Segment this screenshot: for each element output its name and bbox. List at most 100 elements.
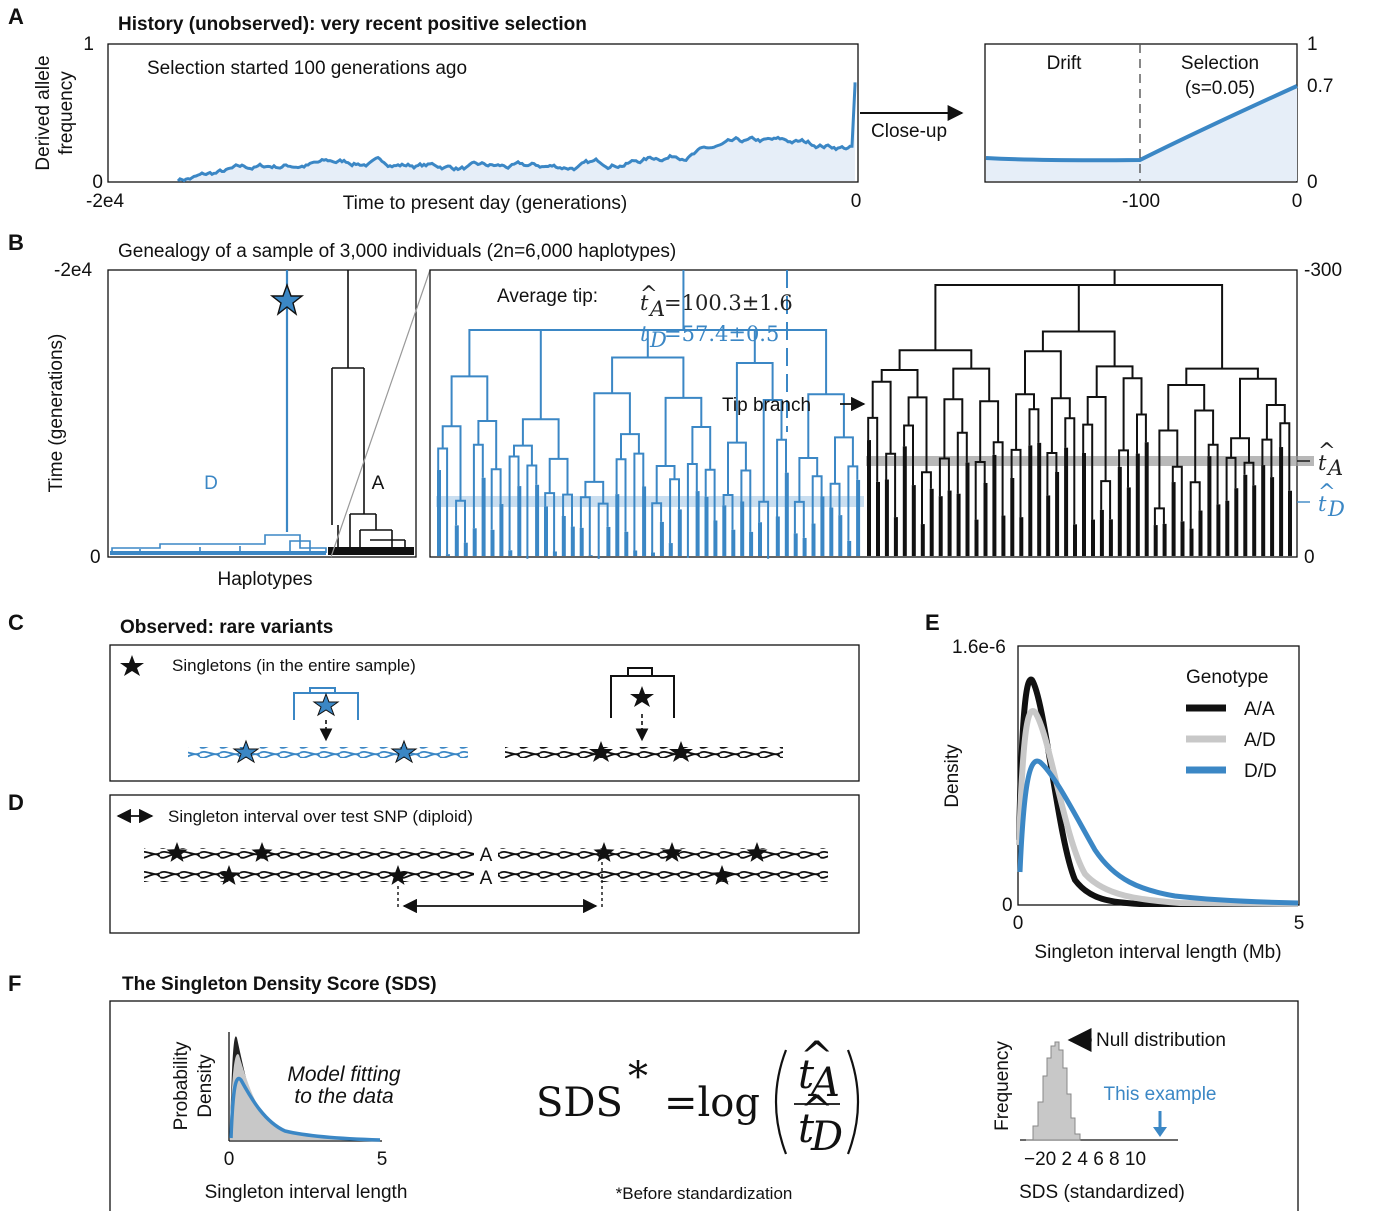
a-clade-tip bbox=[1162, 523, 1167, 556]
singleton-legend-text: Singletons (in the entire sample) bbox=[172, 656, 416, 675]
legend-label-ad: A/D bbox=[1244, 730, 1276, 751]
model-fitting-label-1: Model fitting bbox=[287, 1063, 401, 1086]
panel-a-title: History (unobserved): very recent positi… bbox=[118, 14, 587, 35]
ta-axis-hat: ^ bbox=[1318, 439, 1336, 463]
a-clade-tip bbox=[965, 462, 970, 557]
a-clade-branch bbox=[921, 471, 932, 525]
d-clade-tip bbox=[624, 531, 629, 556]
d-clade-tip bbox=[472, 528, 477, 556]
panel-c-title: Observed: rare variants bbox=[120, 617, 333, 638]
history-x-tick-right: 0 bbox=[851, 191, 862, 212]
d-clade-tip bbox=[695, 491, 700, 556]
d-clade-tip bbox=[749, 531, 754, 556]
d-clade-tip bbox=[490, 529, 495, 557]
d-clade-tips bbox=[110, 551, 326, 555]
d-clade-branch bbox=[669, 478, 680, 544]
chromosome-2-left bbox=[144, 871, 474, 882]
d-clade-tip bbox=[517, 486, 522, 556]
a-clade-branch bbox=[1185, 367, 1259, 385]
d-clade-branch bbox=[793, 500, 805, 538]
d-clade-branch bbox=[450, 375, 489, 427]
a-clade-tip bbox=[1108, 519, 1113, 557]
interval-legend-text: Singleton interval over test SNP (diploi… bbox=[168, 807, 473, 826]
density-y-max: 1.6e-6 bbox=[952, 637, 1006, 658]
standardization-note: *Before standardization bbox=[616, 1184, 793, 1203]
a-clade-tip bbox=[1243, 474, 1248, 557]
history-frequency-line bbox=[176, 82, 857, 183]
panel-f-frame bbox=[109, 1000, 1299, 1211]
a-clade-branch bbox=[979, 400, 1000, 462]
test-snp-allele-2: A bbox=[480, 868, 493, 889]
a-clade-tip bbox=[1091, 519, 1095, 557]
black-mini-tree bbox=[610, 667, 675, 718]
td-symbol: t bbox=[640, 322, 649, 346]
singleton-star-icon bbox=[251, 842, 273, 862]
fraction-denominator-hat: ^ bbox=[800, 1088, 834, 1134]
d-clade-tip bbox=[793, 533, 798, 556]
a-clade-tip bbox=[902, 446, 907, 556]
hist-x-label: SDS (standardized) bbox=[1019, 1182, 1185, 1203]
d-clade-subtree bbox=[111, 534, 327, 553]
singleton-star-icon bbox=[711, 865, 733, 885]
d-clade-tip bbox=[775, 516, 780, 556]
d-clade-tip bbox=[704, 496, 709, 556]
a-clade-branch bbox=[1028, 408, 1040, 446]
history-y-label-line1: Derived allele bbox=[33, 55, 54, 170]
a-clade-tip bbox=[1019, 517, 1024, 556]
a-clade-branch bbox=[1153, 507, 1165, 526]
panel-f-letter: F bbox=[8, 971, 21, 996]
sds-asterisk: * bbox=[628, 1054, 648, 1100]
genealogy-y-label: Time (generations) bbox=[46, 334, 67, 493]
closeup-line bbox=[985, 84, 1298, 163]
singleton-star-icon bbox=[387, 865, 409, 885]
history-area bbox=[178, 82, 855, 181]
panel-e-letter: E bbox=[925, 610, 940, 635]
a-clade-tip bbox=[983, 482, 988, 556]
a-clade-tip bbox=[1270, 477, 1275, 557]
d-clade-branch bbox=[611, 356, 685, 398]
panel-d-letter: D bbox=[8, 790, 24, 815]
singleton-star-icon bbox=[166, 842, 188, 862]
d-clade-tip bbox=[784, 472, 789, 556]
panel-f-title: The Singleton Density Score (SDS) bbox=[122, 974, 437, 995]
ta-subscript: A bbox=[648, 297, 665, 321]
genealogy-frame-right bbox=[429, 269, 1298, 558]
d-clade-branch bbox=[597, 502, 609, 559]
black-chrom-star-left-icon bbox=[589, 741, 613, 762]
a-clade-tip bbox=[1126, 487, 1131, 557]
mini-y-label-1: Probability bbox=[171, 1041, 192, 1130]
fraction-denominator-t: t bbox=[798, 1106, 815, 1152]
blue-chrom-star-left-icon bbox=[232, 739, 260, 764]
density-x-5: 5 bbox=[1294, 913, 1305, 934]
density-curve-dd bbox=[1017, 758, 1299, 906]
a-clade-branch bbox=[1007, 284, 1224, 369]
formula-left-paren bbox=[774, 1049, 788, 1155]
a-clade-tip bbox=[1037, 442, 1042, 556]
d-clade-tip bbox=[633, 550, 638, 557]
d-clade-tip bbox=[437, 470, 441, 557]
singleton-star-icon bbox=[218, 865, 240, 885]
black-chrom-star-right-icon bbox=[669, 741, 693, 762]
a-clade-tip bbox=[920, 524, 925, 556]
d-clade-tip bbox=[856, 479, 861, 557]
ta-hat: ^ bbox=[640, 282, 658, 306]
ta-average-band bbox=[866, 456, 1314, 466]
d-mutation-star-icon bbox=[269, 282, 305, 316]
closeup-label: Close-up bbox=[871, 121, 947, 142]
d-clade-branch bbox=[664, 396, 703, 466]
a-clade-tip bbox=[1234, 488, 1239, 556]
blue-chromosome bbox=[188, 747, 468, 758]
d-clade-branch bbox=[651, 502, 663, 553]
a-clade-branch bbox=[1239, 377, 1277, 439]
d-clade-tip bbox=[615, 494, 620, 557]
history-x-tick-left: -2e4 bbox=[86, 191, 124, 212]
a-clade-tip bbox=[911, 485, 916, 556]
panel-b-full-genealogy: -2e4 0 Time (generations) Haplotypes D A bbox=[46, 260, 431, 590]
hist-y-label: Frequency bbox=[992, 1041, 1013, 1131]
a-clade-label: A bbox=[372, 473, 385, 494]
d-clade-branch bbox=[727, 441, 747, 495]
panel-d-singleton-stars bbox=[166, 842, 768, 885]
a-clade-tip bbox=[1064, 447, 1069, 556]
a-clade-branch bbox=[934, 284, 1080, 351]
a-clade-tip bbox=[947, 490, 952, 556]
